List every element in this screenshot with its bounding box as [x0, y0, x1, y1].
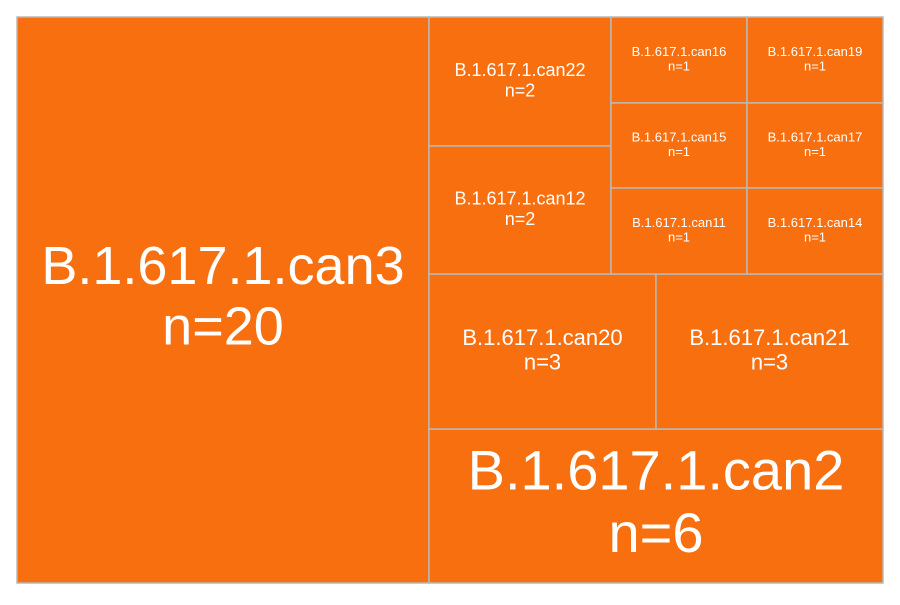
treemap-tile-count-label: n=6: [609, 501, 704, 564]
treemap-tile-count-label: n=2: [505, 80, 536, 100]
treemap-tile-count-label: n=1: [668, 144, 690, 159]
treemap-tile-count-label: n=1: [804, 59, 826, 74]
treemap-tile-name-label: B.1.617.1.can14: [768, 215, 863, 230]
treemap-tile-count-label: n=1: [668, 230, 690, 245]
treemap-tile-count-label: n=2: [505, 209, 536, 229]
treemap-tile: [746, 102, 884, 189]
treemap-tile-name-label: B.1.617.1.can22: [454, 60, 585, 80]
treemap-tile-count-label: n=1: [804, 230, 826, 245]
treemap-tile: [428, 16, 612, 147]
treemap-tile-name-label: B.1.617.1.can3: [41, 236, 404, 296]
treemap-tile-name-label: B.1.617.1.can15: [632, 130, 727, 145]
treemap-tile-name-label: B.1.617.1.can17: [768, 130, 863, 145]
treemap-tile: [655, 273, 884, 430]
treemap-tile-name-label: B.1.617.1.can12: [454, 189, 585, 209]
treemap-tile-count-label: n=3: [751, 350, 788, 375]
treemap-tile-name-label: B.1.617.1.can21: [689, 325, 849, 350]
treemap-tile: [428, 145, 612, 275]
treemap-tile-name-label: B.1.617.1.can16: [632, 44, 727, 59]
treemap-tile: [16, 16, 430, 584]
treemap-tile: [746, 16, 884, 104]
treemap-tile: [428, 428, 884, 584]
treemap-tile-name-label: B.1.617.1.can20: [462, 325, 622, 350]
treemap-tile-name-label: B.1.617.1.can19: [768, 44, 863, 59]
treemap-tile-name-label: B.1.617.1.can11: [632, 215, 726, 230]
treemap-tile-name-label: B.1.617.1.can2: [468, 438, 845, 501]
treemap-tile-count-label: n=20: [162, 297, 284, 357]
treemap-tile: [746, 187, 884, 275]
treemap-tile-count-label: n=1: [668, 59, 690, 74]
treemap-tile-count-label: n=1: [804, 144, 826, 159]
treemap-tile-count-label: n=3: [524, 350, 561, 375]
